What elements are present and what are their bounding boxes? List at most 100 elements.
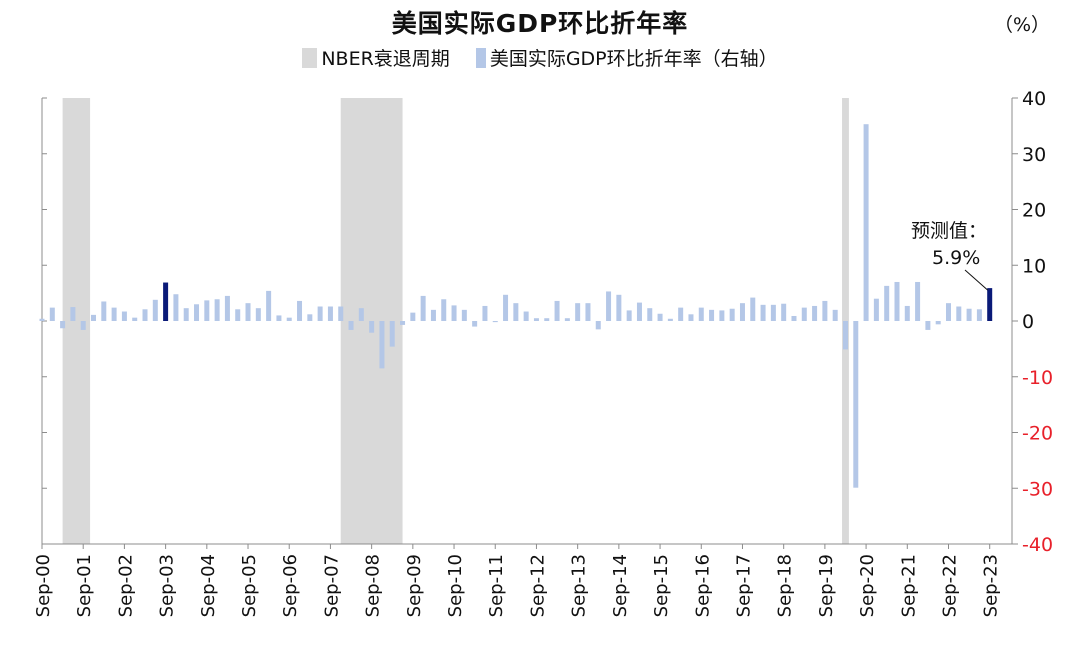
chart-title: 美国实际GDP环比折年率 (391, 9, 689, 38)
bar (791, 315, 797, 321)
x-tick-label: Sep-14 (610, 554, 631, 617)
bar (101, 301, 107, 321)
x-tick-label: Sep-10 (445, 554, 466, 617)
y-tick-label: 20 (1022, 200, 1046, 222)
x-tick-label: Sep-06 (280, 554, 301, 617)
x-tick-label: Sep-13 (569, 554, 590, 617)
bar (956, 306, 962, 321)
x-tick-label: Sep-09 (404, 554, 425, 617)
x-tick-label: Sep-19 (816, 554, 837, 617)
x-tick-label: Sep-03 (157, 554, 178, 617)
bar (606, 291, 612, 321)
legend-label-recession: NBER衰退周期 (321, 48, 450, 70)
bar (358, 308, 364, 321)
bar (832, 309, 838, 321)
bar (132, 317, 138, 321)
bar (564, 318, 570, 321)
bar (750, 297, 756, 321)
x-tick-label: Sep-21 (898, 554, 919, 617)
bar (585, 303, 591, 321)
bar (616, 294, 622, 321)
bar (204, 300, 210, 321)
bar (709, 309, 715, 321)
legend: NBER衰退周期 美国实际GDP环比折年率（右轴） (0, 44, 1080, 71)
bar (286, 317, 292, 321)
bar (245, 303, 251, 321)
bar (575, 303, 581, 321)
bar (91, 314, 97, 321)
bar (904, 305, 910, 321)
bar (688, 314, 694, 321)
bar (451, 305, 457, 321)
annotation-label: 预测值： (911, 220, 987, 242)
bar (523, 311, 529, 321)
bar (945, 303, 951, 321)
annotation-value: 5.9% (932, 247, 980, 269)
bar (698, 307, 704, 321)
bar (719, 310, 725, 321)
bar (60, 321, 66, 329)
bar (369, 321, 375, 333)
legend-item-recession: NBER衰退周期 (302, 44, 450, 71)
x-tick-label: Sep-12 (527, 554, 548, 617)
bar (224, 295, 230, 321)
x-tick-label: Sep-18 (775, 554, 796, 617)
bar (410, 312, 416, 321)
bar (976, 309, 982, 321)
bar (297, 300, 303, 321)
bar (307, 314, 313, 321)
bar (420, 295, 426, 321)
x-tick-label: Sep-22 (939, 554, 960, 617)
y-tick-label: -10 (1022, 367, 1053, 389)
bar (461, 309, 467, 321)
legend-item-gdp: 美国实际GDP环比折年率（右轴） (475, 44, 778, 71)
bar (194, 304, 200, 321)
bar (214, 299, 220, 321)
y-tick-label: -40 (1022, 534, 1053, 556)
bar (739, 303, 745, 321)
bar (760, 304, 766, 321)
bar (255, 308, 261, 321)
bar (142, 309, 148, 321)
x-tick-label: Sep-00 (33, 554, 54, 617)
bar (513, 303, 519, 321)
legend-swatch-recession (302, 47, 318, 68)
legend-swatch-gdp (475, 47, 486, 68)
bar (379, 321, 385, 369)
bar (842, 321, 848, 350)
bar (503, 294, 509, 321)
bar (492, 321, 498, 323)
bar (544, 318, 550, 321)
bar (801, 307, 807, 321)
bar (729, 308, 735, 321)
bar (400, 321, 406, 325)
bar (317, 306, 323, 321)
legend-label-gdp: 美国实际GDP环比折年率（右轴 (489, 48, 759, 70)
x-tick-label: Sep-01 (74, 554, 95, 617)
bar (327, 306, 333, 321)
x-tick-label: Sep-11 (486, 554, 507, 617)
x-tick-label: Sep-04 (198, 554, 219, 617)
bar (173, 294, 179, 321)
y-tick-label: 10 (1022, 255, 1046, 277)
bar (873, 298, 879, 321)
bar (80, 321, 86, 330)
bar (966, 308, 972, 321)
y-tick-label: -30 (1022, 478, 1053, 500)
bar (49, 307, 55, 321)
y-tick-label: 30 (1022, 144, 1046, 166)
bar (338, 306, 344, 321)
bar (812, 305, 818, 321)
bar (935, 321, 941, 325)
bar (853, 321, 859, 488)
bar (39, 318, 45, 321)
bar (348, 321, 354, 330)
x-tick-label: Sep-17 (733, 554, 754, 617)
x-tick-label: Sep-05 (239, 554, 260, 617)
recession-band-1 (62, 98, 91, 544)
bar (533, 318, 539, 321)
x-tick-label: Sep-08 (363, 554, 384, 617)
bar (183, 308, 189, 321)
